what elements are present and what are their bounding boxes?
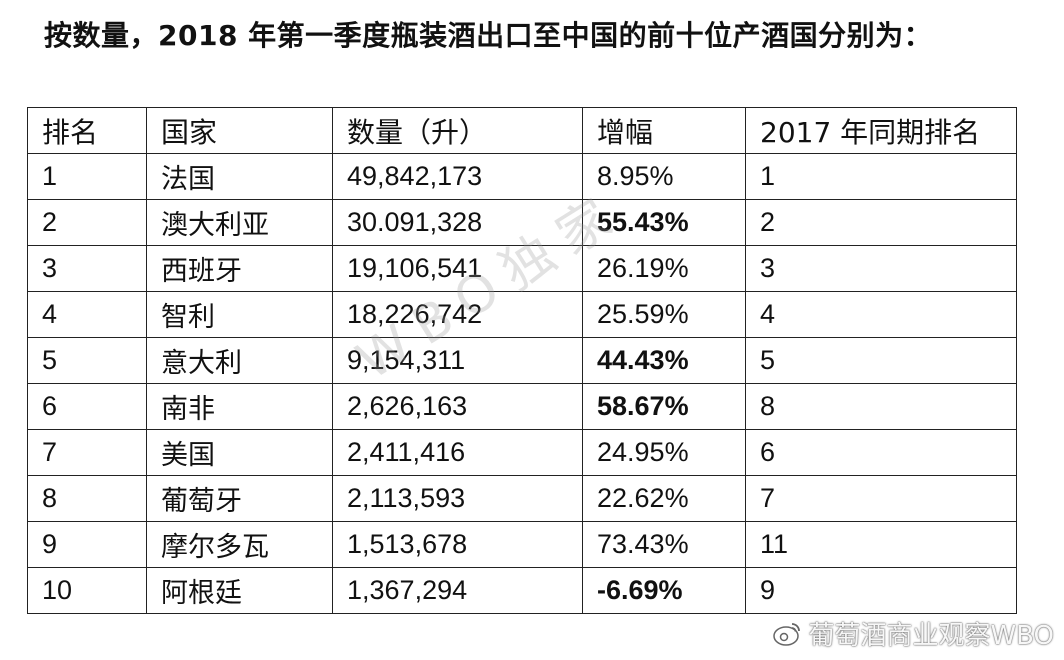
cell-rank: 1 <box>27 153 147 200</box>
table-row: 9 摩尔多瓦 1,513,678 73.43% 11 <box>27 521 1017 568</box>
cell-rank: 8 <box>27 475 147 522</box>
cell-rank-2017: 8 <box>745 383 1017 430</box>
cell-rank: 9 <box>27 521 147 568</box>
cell-volume: 2,113,593 <box>332 475 583 522</box>
cell-rank-2017: 2 <box>745 199 1017 246</box>
table-row: 10 阿根廷 1,367,294 -6.69% 9 <box>27 567 1017 614</box>
cell-rank-2017: 3 <box>745 245 1017 292</box>
cell-rank-2017: 7 <box>745 475 1017 522</box>
cell-country: 摩尔多瓦 <box>146 521 333 568</box>
cell-volume: 9,154,311 <box>332 337 583 384</box>
cell-rank: 2 <box>27 199 147 246</box>
cell-rank-2017: 4 <box>745 291 1017 338</box>
table-row: 4 智利 18,226,742 25.59% 4 <box>27 291 1017 338</box>
cell-country: 西班牙 <box>146 245 333 292</box>
cell-country: 法国 <box>146 153 333 200</box>
export-ranking-table: 排名 国家 数量（升） 增幅 2017 年同期排名 1 法国 49,842,173 8… <box>27 107 1017 614</box>
page-title: 按数量，2018 年第一季度瓶装酒出口至中国的前十位产酒国分别为： <box>44 19 933 52</box>
weibo-icon <box>772 621 802 647</box>
header-rank-2017: 2017 年同期排名 <box>745 107 1017 154</box>
cell-growth: 25.59% <box>582 291 746 338</box>
table-row: 5 意大利 9,154,311 44.43% 5 <box>27 337 1017 384</box>
cell-volume: 1,513,678 <box>332 521 583 568</box>
cell-rank-2017: 5 <box>745 337 1017 384</box>
cell-rank-2017: 9 <box>745 567 1017 614</box>
header-country: 国家 <box>146 107 333 154</box>
cell-volume: 49,842,173 <box>332 153 583 200</box>
cell-growth: 58.67% <box>582 383 746 430</box>
cell-country: 阿根廷 <box>146 567 333 614</box>
cell-rank: 10 <box>27 567 147 614</box>
header-growth: 增幅 <box>582 107 746 154</box>
cell-rank: 3 <box>27 245 147 292</box>
cell-rank-2017: 6 <box>745 429 1017 476</box>
cell-country: 葡萄牙 <box>146 475 333 522</box>
header-rank: 排名 <box>27 107 147 154</box>
cell-growth: 8.95% <box>582 153 746 200</box>
cell-country: 意大利 <box>146 337 333 384</box>
table-row: 6 南非 2,626,163 58.67% 8 <box>27 383 1017 430</box>
cell-volume: 19,106,541 <box>332 245 583 292</box>
cell-rank: 5 <box>27 337 147 384</box>
table-header-row: 排名 国家 数量（升） 增幅 2017 年同期排名 <box>27 107 1017 154</box>
header-volume: 数量（升） <box>332 107 583 154</box>
cell-country: 美国 <box>146 429 333 476</box>
cell-country: 南非 <box>146 383 333 430</box>
cell-volume: 2,411,416 <box>332 429 583 476</box>
cell-country: 澳大利亚 <box>146 199 333 246</box>
footer-attribution: 葡萄酒商业观察WBO <box>772 615 1054 652</box>
cell-growth: 44.43% <box>582 337 746 384</box>
cell-volume: 2,626,163 <box>332 383 583 430</box>
cell-growth: 73.43% <box>582 521 746 568</box>
cell-growth: -6.69% <box>582 567 746 614</box>
cell-growth: 24.95% <box>582 429 746 476</box>
cell-country: 智利 <box>146 291 333 338</box>
cell-volume: 1,367,294 <box>332 567 583 614</box>
cell-growth: 22.62% <box>582 475 746 522</box>
table-row: 1 法国 49,842,173 8.95% 1 <box>27 153 1017 200</box>
table-row: 7 美国 2,411,416 24.95% 6 <box>27 429 1017 476</box>
cell-rank: 4 <box>27 291 147 338</box>
cell-rank: 7 <box>27 429 147 476</box>
cell-growth: 55.43% <box>582 199 746 246</box>
cell-rank-2017: 11 <box>745 521 1017 568</box>
cell-rank: 6 <box>27 383 147 430</box>
table-row: 2 澳大利亚 30.091,328 55.43% 2 <box>27 199 1017 246</box>
cell-volume: 18,226,742 <box>332 291 583 338</box>
cell-volume: 30.091,328 <box>332 199 583 246</box>
cell-growth: 26.19% <box>582 245 746 292</box>
table-row: 8 葡萄牙 2,113,593 22.62% 7 <box>27 475 1017 522</box>
table-row: 3 西班牙 19,106,541 26.19% 3 <box>27 245 1017 292</box>
footer-text: 葡萄酒商业观察WBO <box>808 621 1054 651</box>
cell-rank-2017: 1 <box>745 153 1017 200</box>
